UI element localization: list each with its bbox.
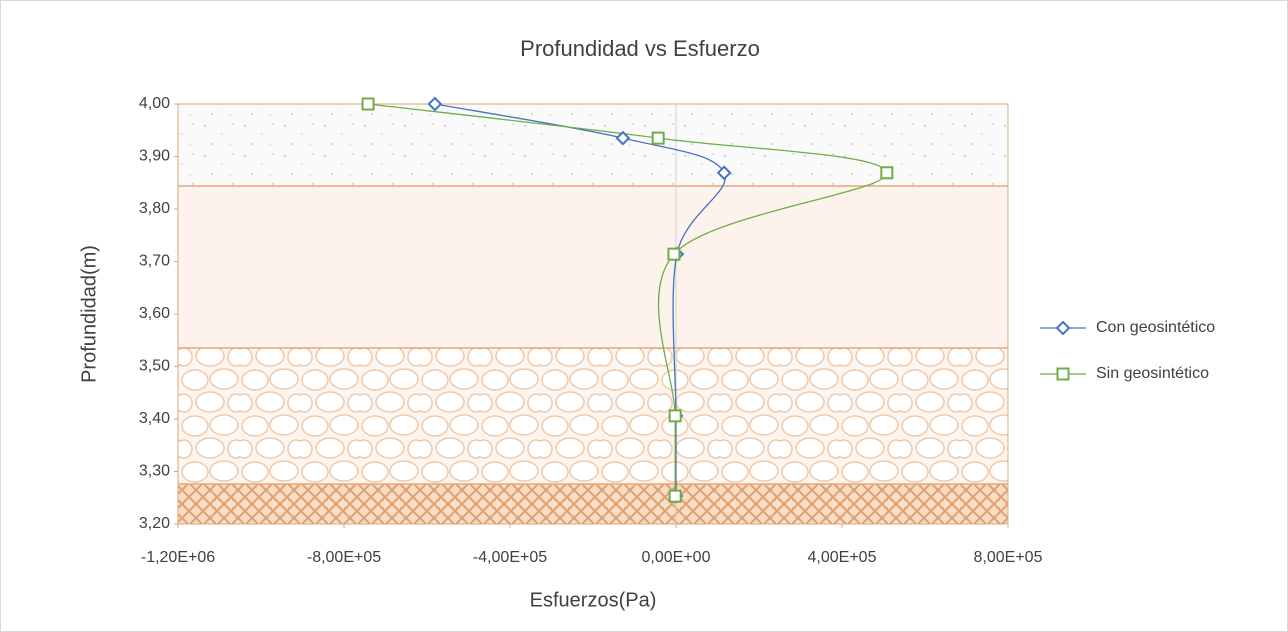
legend-marker <box>1055 320 1071 336</box>
data-point <box>668 489 682 503</box>
y-axis-label: Profundidad(m) <box>78 245 100 383</box>
x-tick-label: 4,00E+05 <box>808 549 877 566</box>
data-point <box>651 131 665 145</box>
y-tick-label: 3,20 <box>139 515 170 532</box>
y-tick-label: 4,00 <box>139 95 170 112</box>
y-tick-label: 3,70 <box>139 253 170 270</box>
x-tick-label: 0,00E+00 <box>642 549 711 566</box>
data-point <box>880 166 894 180</box>
x-tick-label: -4,00E+05 <box>473 549 547 566</box>
chart-title: Profundidad vs Esfuerzo <box>520 36 760 61</box>
y-tick-label: 3,90 <box>139 148 170 165</box>
y-tick-label: 3,60 <box>139 305 170 322</box>
y-tick-label: 3,80 <box>139 200 170 217</box>
y-tick-label: 3,30 <box>139 463 170 480</box>
y-tick-label: 3,40 <box>139 410 170 427</box>
legend-label: Con geosintético <box>1096 319 1215 336</box>
data-point <box>716 165 732 181</box>
data-point <box>427 96 443 112</box>
data-point <box>667 247 681 261</box>
x-tick-label: -1,20E+06 <box>141 549 215 566</box>
series-line <box>367 103 888 497</box>
legend-marker <box>1056 367 1070 381</box>
legend-label: Sin geosintético <box>1096 365 1209 382</box>
data-point <box>668 409 682 423</box>
y-tick-label: 3,50 <box>139 358 170 375</box>
data-point <box>361 97 375 111</box>
soil-layers <box>177 103 1009 525</box>
x-axis-label: Esfuerzos(Pa) <box>530 589 657 611</box>
data-point <box>615 130 631 146</box>
x-tick-label: 8,00E+05 <box>974 549 1043 566</box>
x-tick-label: -8,00E+05 <box>307 549 381 566</box>
